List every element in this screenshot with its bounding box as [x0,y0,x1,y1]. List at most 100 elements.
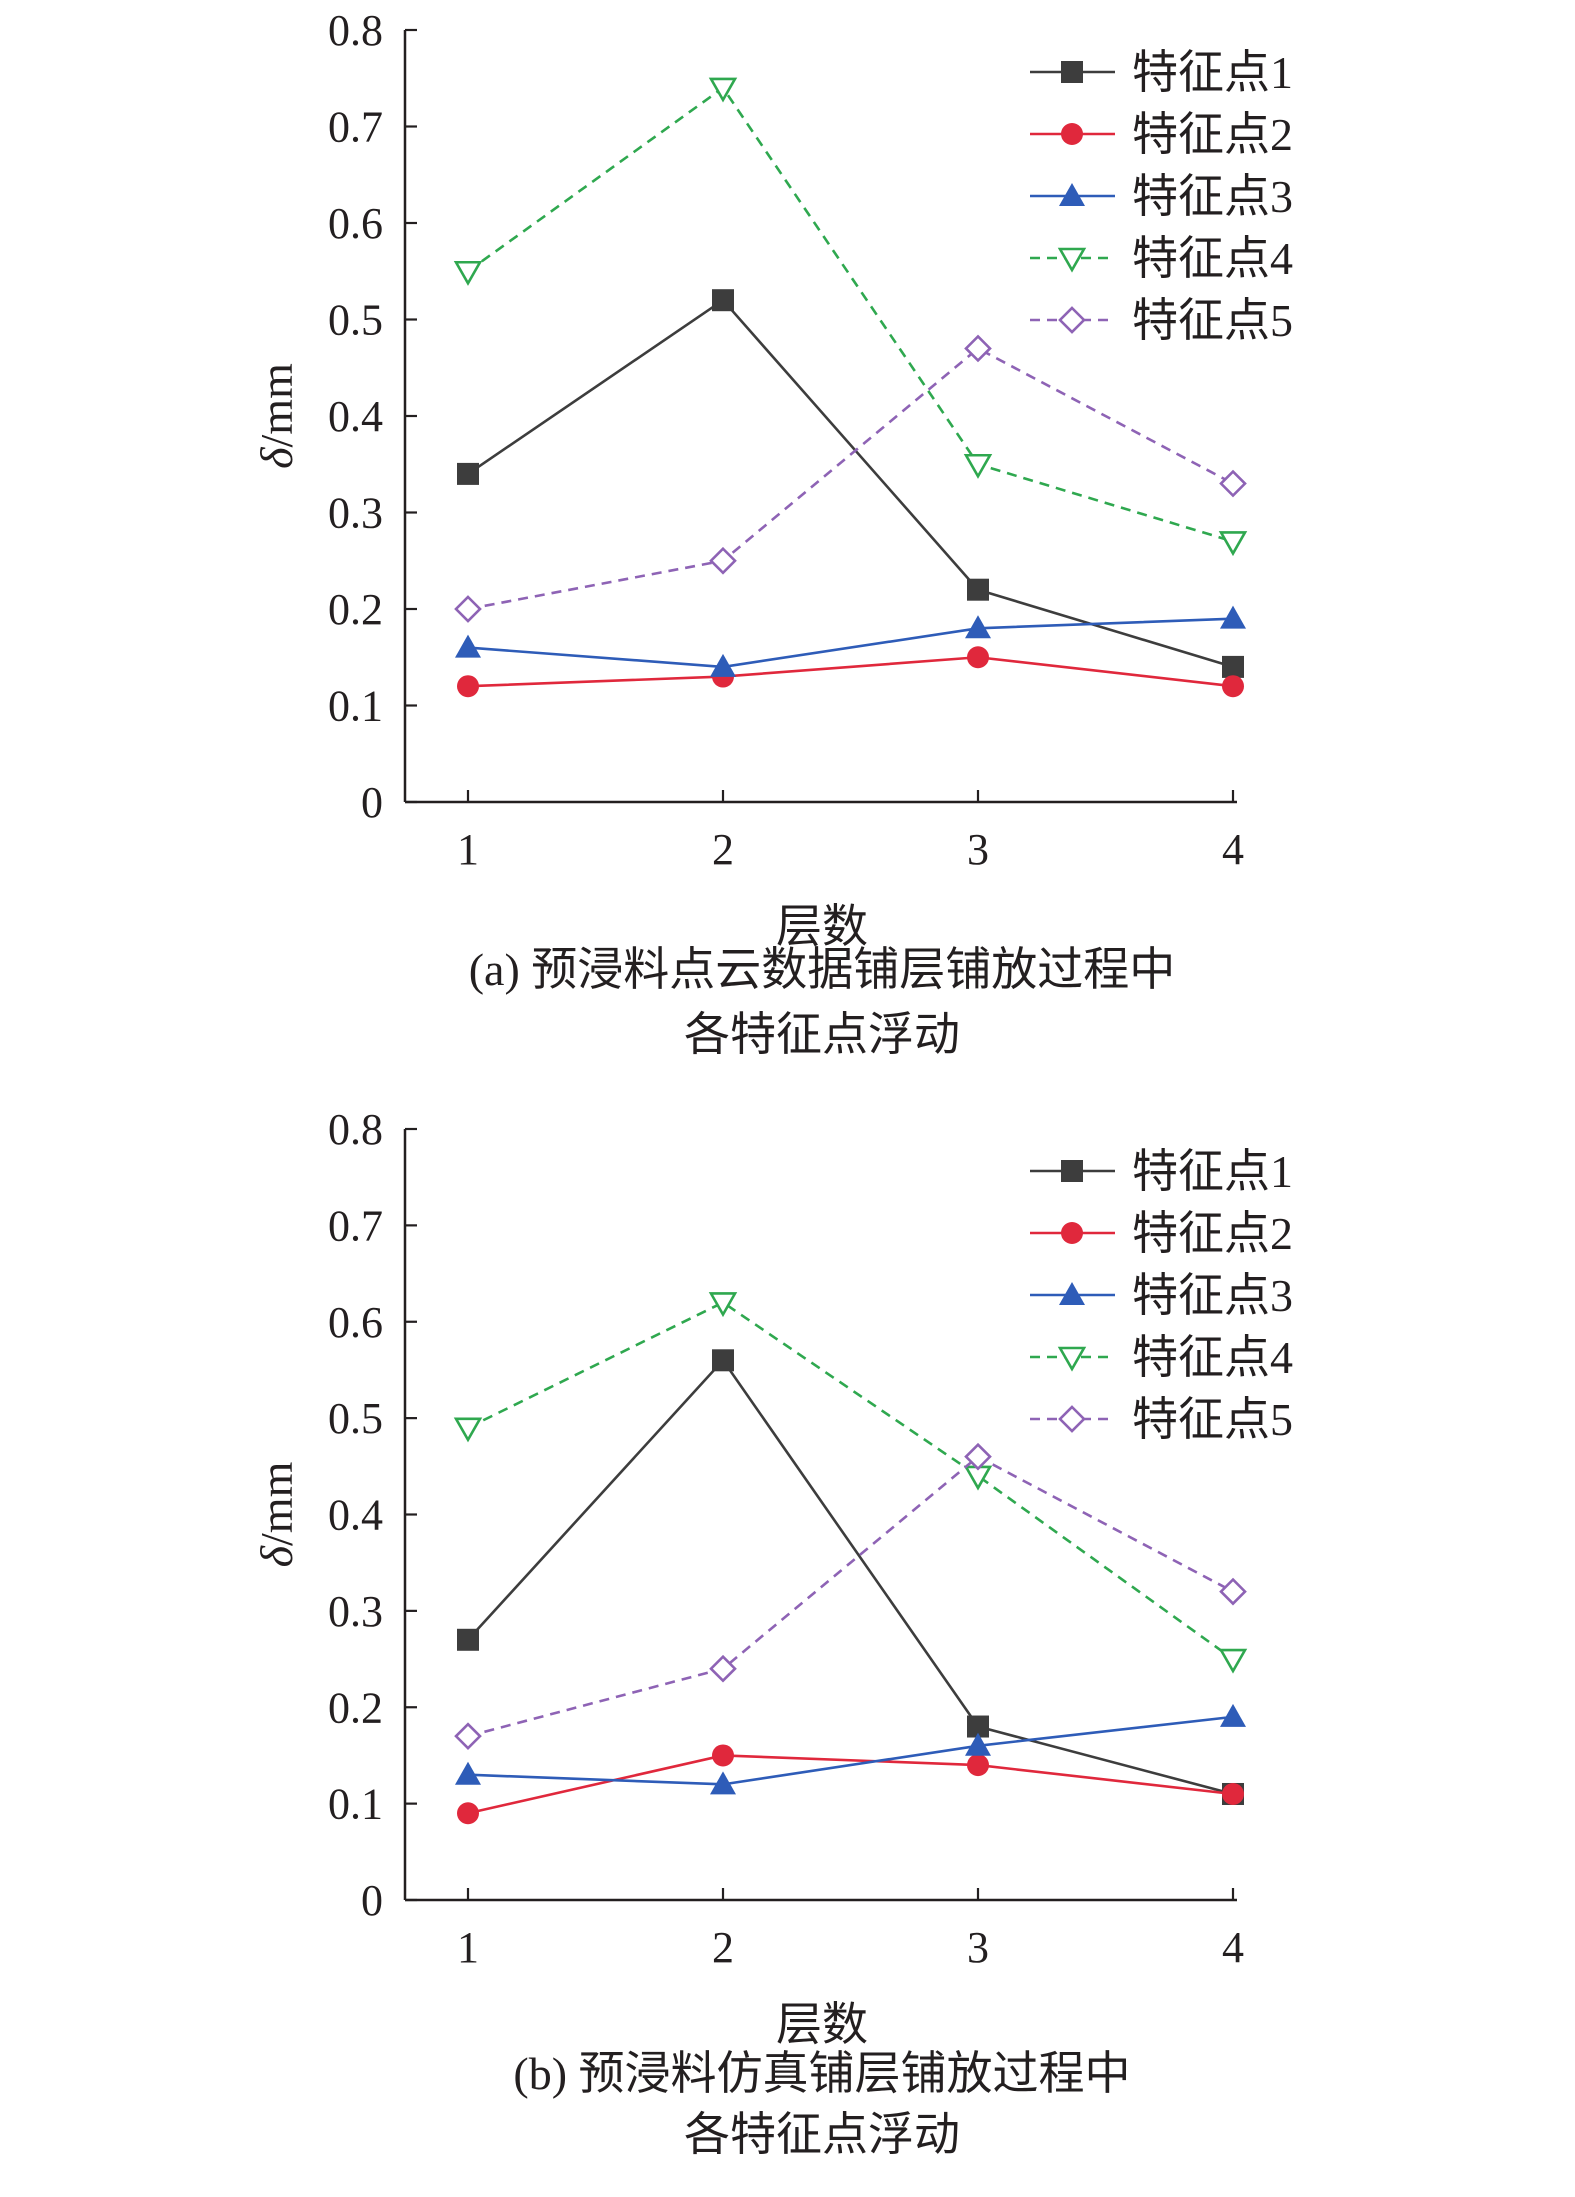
chart-panel-a: 0 0.1 0.2 0.3 0.4 0.5 0.6 0.7 0.8 1 2 3 4 δ/mm 层数(a) 预… [251,6,1293,1060]
data-point [1220,605,1246,629]
series-1 [457,1349,1244,1805]
data-point [965,1732,991,1756]
data-point [1219,1577,1247,1606]
series-line [467,346,1234,611]
data-point [709,1654,737,1683]
legend-label: 特征点5 [1132,1394,1293,1445]
data-point [1222,1782,1244,1805]
y-tick-label: 0.3 [328,1587,383,1636]
y-tick-label: 0.8 [328,1105,383,1154]
data-point [710,653,736,677]
y-tick-label: 0 [361,1876,383,1925]
data-point [709,546,737,575]
series-3 [455,605,1246,677]
data-point [457,675,479,698]
legend-label: 特征点4 [1132,233,1293,284]
y-tick-label: 0.1 [328,682,383,731]
legend-marker [1057,1346,1087,1372]
legend-marker [1059,1282,1085,1305]
y-tick-label: 0.6 [328,199,383,248]
data-point [967,578,989,601]
series-4 [453,77,1248,557]
y-tick-label: 0.4 [328,392,383,441]
data-point [964,1442,992,1471]
x-axis-title: 层数 [776,901,868,952]
series-5 [454,1442,1247,1751]
y-tick-label: 0.7 [328,1201,383,1250]
data-point [457,1802,479,1825]
data-point [1219,469,1247,498]
legend: 特征点1 特征点2 特征点3 特征点4 特征点5 [1030,47,1293,346]
x-tick-label: 1 [457,1923,479,1972]
data-point [712,1744,734,1767]
series-5 [454,334,1247,623]
data-point [1218,531,1248,557]
data-point [455,1761,481,1785]
data-point [1222,675,1244,698]
x-tick-label: 4 [1222,825,1244,874]
data-point [964,334,992,363]
data-point [454,595,482,623]
series-line [467,1754,1234,1815]
series-line [467,86,1234,543]
y-axis-title: δ/mm [251,363,302,469]
series-2 [457,646,1244,698]
figure-caption-line-2: 各特征点浮动 [684,2109,960,2160]
y-tick-label: 0.4 [328,1491,383,1540]
y-tick-label: 0.5 [328,296,383,345]
figure-caption-line-1: (b) 预浸料仿真铺层铺放过程中 [513,2048,1130,2099]
series-3 [455,1703,1246,1795]
y-tick-label: 0.8 [328,6,383,55]
data-point [967,1715,989,1738]
series-line [467,1358,1234,1796]
y-axis-unit: /mm [251,363,302,448]
y-axis-symbol: δ [251,1545,302,1567]
legend-marker [1061,61,1083,83]
y-tick-label: 0 [361,778,383,827]
series-line [467,655,1234,688]
data-point [967,1754,989,1777]
figure-caption-line-1: (a) 预浸料点云数据铺层铺放过程中 [469,944,1176,995]
y-tick-label: 0.2 [328,585,383,634]
series-2 [457,1744,1244,1825]
y-axis-unit: /mm [251,1461,302,1546]
y-tick-label: 0.5 [328,1394,383,1443]
data-point [1222,655,1244,678]
data-point [1218,1648,1248,1674]
legend-label: 特征点2 [1132,1208,1293,1259]
data-point [963,453,993,479]
legend-label: 特征点2 [1132,109,1293,160]
x-tick-label: 3 [967,1923,989,1972]
legend-marker [1059,183,1085,206]
series-line [467,1455,1234,1738]
x-axis-title: 层数 [776,1999,868,2050]
data-point [453,1417,483,1443]
chart-panel-b: 0 0.1 0.2 0.3 0.4 0.5 0.6 0.7 0.8 1 2 3 4 δ/mm 层数(b) 预… [251,1105,1293,2160]
data-point [967,646,989,669]
data-point [455,634,481,658]
data-point [708,1292,738,1318]
data-point [712,1349,734,1372]
data-point [710,1771,736,1795]
legend-marker [1061,123,1083,145]
legend: 特征点1 特征点2 特征点3 特征点4 特征点5 [1030,1146,1293,1445]
legend-label: 特征点4 [1132,1332,1293,1383]
legend-label: 特征点1 [1132,47,1293,98]
legend-label: 特征点3 [1132,1270,1293,1321]
legend-marker [1057,247,1087,273]
figure-caption-line-2: 各特征点浮动 [684,1009,960,1060]
y-tick-label: 0.1 [328,1780,383,1829]
x-tick-label: 2 [712,1923,734,1972]
series-line [467,1715,1234,1786]
y-tick-label: 0.3 [328,489,383,538]
y-axis-symbol: δ [251,447,302,469]
legend-marker [1061,1222,1083,1244]
series-4 [453,1292,1248,1674]
series-line [467,298,1234,669]
data-point [1220,1703,1246,1727]
data-point [453,260,483,286]
legend-label: 特征点3 [1132,171,1293,222]
x-tick-label: 2 [712,825,734,874]
series-1 [457,289,1244,678]
